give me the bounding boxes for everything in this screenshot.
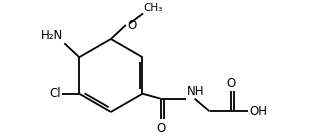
Text: O: O	[156, 122, 165, 135]
Text: Cl: Cl	[49, 87, 61, 100]
Text: OH: OH	[249, 105, 267, 118]
Text: CH₃: CH₃	[144, 3, 163, 13]
Text: O: O	[226, 77, 236, 90]
Text: NH: NH	[187, 85, 204, 98]
Text: H₂N: H₂N	[41, 29, 63, 42]
Text: O: O	[128, 18, 137, 31]
